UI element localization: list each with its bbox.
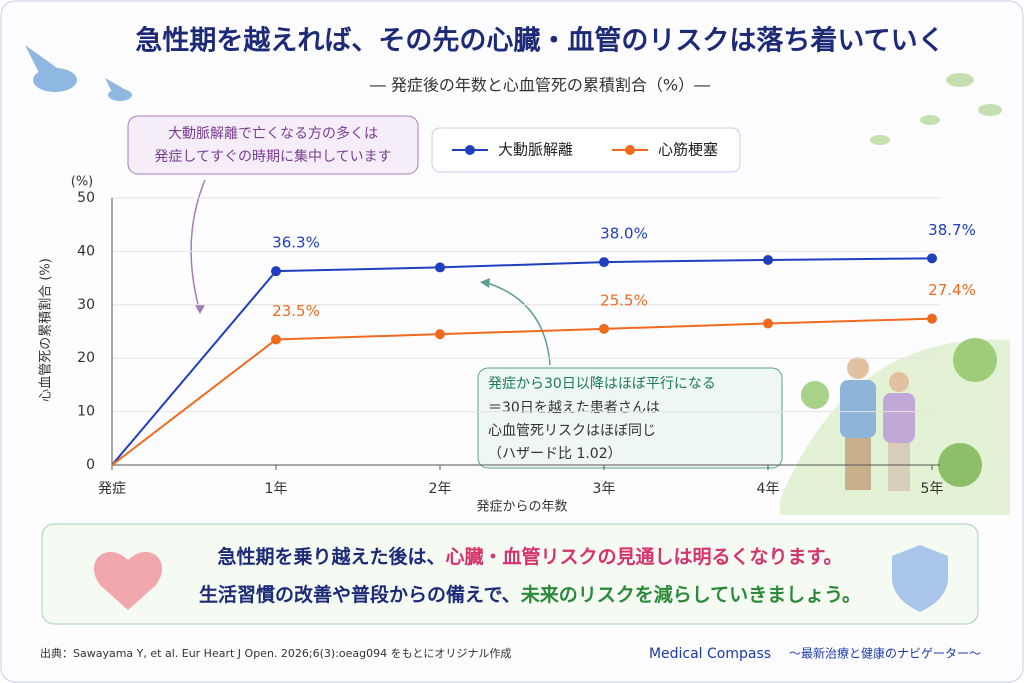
brand: Medical Compass: [649, 646, 771, 662]
callout-box: [477, 367, 783, 469]
message-text: 急性期を乗り越えた後は、: [217, 545, 445, 568]
data-point: [927, 253, 937, 264]
x-tick-label: 5年: [921, 481, 944, 497]
data-point: [271, 266, 281, 277]
message-text: 生活習慣の改善や普段からの備えで、: [199, 583, 521, 606]
y-tick-label: 50: [77, 190, 95, 206]
legend-marker: [465, 145, 475, 155]
data-label: 36.3%: [272, 234, 320, 252]
scenery: [780, 338, 1010, 515]
data-point: [927, 313, 937, 324]
tagline: ～最新治療と健康のナビゲーター～: [789, 646, 981, 661]
data-label: 27.4%: [928, 281, 976, 299]
callout-box: [127, 115, 419, 175]
x-tick-label: 3年: [593, 481, 616, 497]
legend-marker: [625, 145, 635, 155]
message-line: 生活習慣の改善や普段からの備えで、未来のリスクを減らしていきましょう。: [199, 583, 861, 606]
data-label: 38.0%: [600, 225, 648, 243]
y-tick-label: 10: [77, 404, 95, 420]
callout-text: 大動脈解離で亡くなる方の多くは: [168, 125, 378, 142]
data-point: [435, 262, 445, 273]
x-tick-label: 1年: [265, 481, 288, 497]
y-unit: (%): [71, 175, 94, 190]
birds: [25, 45, 132, 101]
x-tick-label: 発症: [98, 481, 126, 497]
y-tick-label: 0: [86, 457, 95, 473]
subtitle: ― 発症後の年数と心血管死の累積割合（%）―: [370, 76, 710, 95]
heart-icon: [93, 551, 163, 610]
series-line: [111, 317, 933, 466]
data-point: [435, 329, 445, 340]
leaves: [870, 73, 1002, 145]
data-label: 25.5%: [600, 291, 648, 309]
callout-text: 心血管死リスクはほぼ同じ: [488, 423, 656, 439]
data-point: [763, 254, 773, 265]
x-tick-label: 2年: [429, 481, 452, 497]
x-axis-label: 発症からの年数: [476, 500, 567, 515]
y-tick-label: 20: [77, 350, 95, 366]
callout-text: 発症から30日以降はほぼ平行になる: [488, 376, 716, 392]
legend-label: 心筋梗塞: [658, 141, 718, 159]
data-point: [763, 318, 773, 329]
legend-label: 大動脈解離: [498, 141, 573, 159]
callout-arrowhead: [480, 278, 490, 288]
y-axis-label: 心血管死の累積割合 (%): [38, 258, 54, 402]
callout-text: （ハザード比 1.02）: [488, 446, 622, 462]
message-line: 急性期を乗り越えた後は、心臓・血管リスクの見通しは明るくなります。: [217, 545, 842, 568]
message-box: [41, 523, 979, 625]
callout-arrow: [190, 179, 206, 313]
y-tick-label: 40: [77, 243, 95, 259]
y-tick-label: 30: [77, 297, 95, 313]
source: 出典：Sawayama Y, et al. Eur Heart J Open. …: [40, 646, 511, 660]
series-line: [111, 257, 933, 466]
title: 急性期を越えれば、その先の心臓・血管のリスクは落ち着いていく: [135, 25, 944, 57]
message-highlight: 未来のリスクを減らしていきましょう。: [520, 583, 861, 606]
data-point: [599, 257, 609, 268]
callout-text: 発症してすぐの時期に集中しています: [154, 148, 391, 165]
data-point: [599, 323, 609, 334]
callout-text: ＝30日を越えた患者さんは: [488, 400, 660, 416]
x-tick-label: 4年: [757, 481, 780, 497]
data-label: 38.7%: [928, 221, 976, 239]
callout-arrowhead: [195, 305, 205, 314]
legend-box: [431, 127, 741, 173]
callout-arrow: [483, 281, 551, 366]
data-point: [271, 334, 281, 345]
data-label: 23.5%: [272, 302, 320, 320]
message-highlight: 心臓・血管リスクの見通しは明るくなります。: [445, 545, 842, 568]
shield-icon: [892, 545, 948, 612]
